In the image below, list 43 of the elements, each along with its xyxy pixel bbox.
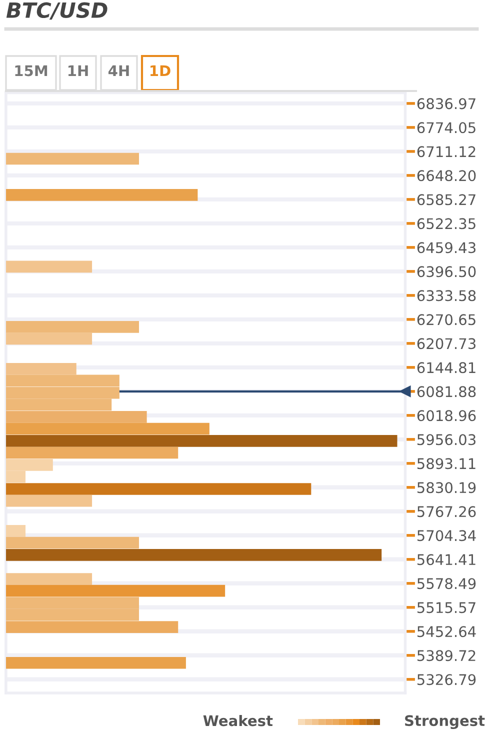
text: Strongest — [405, 715, 485, 730]
y-tick-label: 6270.65 — [417, 314, 476, 326]
y-tick-label: 5452.64 — [417, 626, 476, 638]
y-tick-label: 6459.43 — [417, 242, 476, 254]
bar — [6, 332, 92, 345]
bar — [6, 362, 76, 375]
y-tick-label: 6396.50 — [417, 266, 476, 278]
y-tick-label: 6018.96 — [417, 410, 476, 422]
y-tick-label: 6648.20 — [417, 170, 476, 182]
y-tick-label: 5389.72 — [417, 650, 476, 662]
y-tick-label: 5578.49 — [417, 578, 476, 590]
bar — [6, 446, 178, 459]
bar — [6, 494, 92, 507]
y-tick-label: 6585.27 — [417, 194, 476, 206]
y-tick-label: 5893.11 — [417, 458, 476, 470]
text: 1H — [68, 65, 88, 76]
y-tick-label: 5830.19 — [417, 482, 476, 494]
y-tick-label: 6333.58 — [417, 290, 476, 302]
y-tick-label: 6081.88 — [417, 386, 476, 398]
y-tick-label: 5704.34 — [417, 530, 476, 542]
chart-title: BTC/USD — [6, 2, 108, 20]
y-tick-label: 5326.79 — [417, 674, 476, 686]
y-tick-label: 6144.81 — [417, 362, 476, 374]
text: 4H — [108, 65, 129, 76]
y-tick-label: 5515.57 — [417, 602, 476, 614]
bar — [6, 260, 92, 273]
y-tick-label: 5767.26 — [417, 506, 476, 518]
bar — [6, 411, 147, 423]
y-tick-label: 6522.35 — [417, 218, 476, 230]
y-tick-label: 6711.12 — [417, 146, 476, 158]
y-tick-label: 5641.41 — [417, 554, 476, 566]
bar — [6, 525, 26, 537]
bar — [6, 573, 92, 585]
bar — [6, 435, 398, 447]
bar — [6, 422, 210, 435]
y-tick-label: 5956.03 — [417, 434, 476, 446]
y-tick-label: 6774.05 — [417, 122, 476, 134]
bar — [6, 483, 312, 495]
y-tick-label: 6207.73 — [417, 338, 476, 350]
text: 1D — [150, 65, 170, 76]
text: Weakest — [203, 714, 273, 726]
y-tick-label: 6836.97 — [417, 98, 476, 110]
text: 15M — [15, 65, 48, 76]
